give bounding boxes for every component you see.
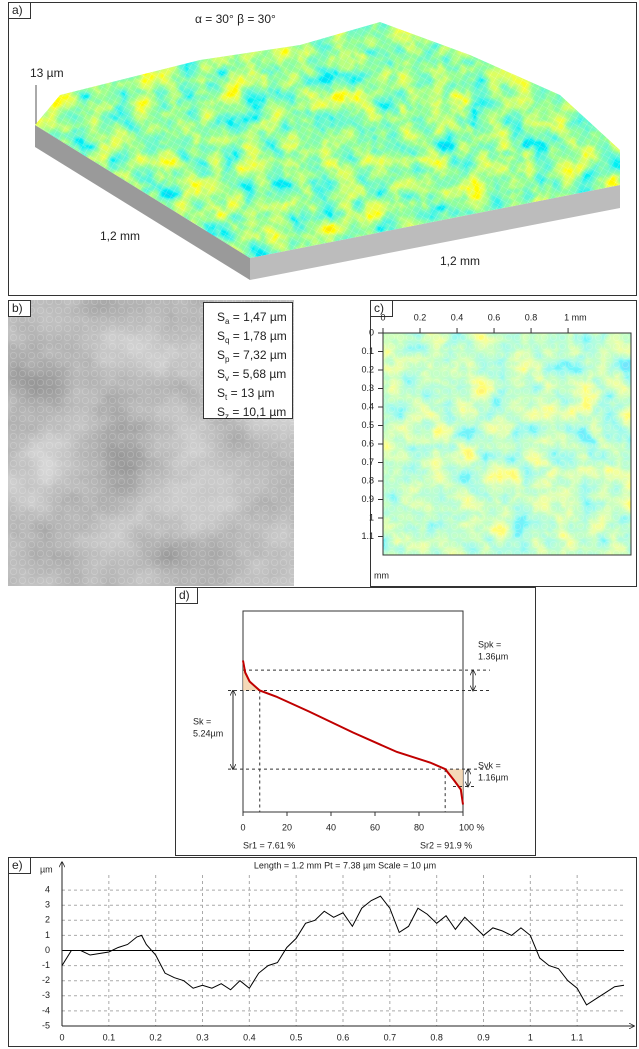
x-tick-label: 0.4 [243,1032,256,1042]
y-tick-label: 0.3 [361,383,374,393]
panel-e: e) Length = 1.2 mm Pt = 7.38 µm Scale = … [9,858,637,1047]
panel-label: a) [12,3,23,17]
x-tick-label: 80 [414,822,424,832]
abbott-curve [243,661,463,805]
y-tick-label: -3 [42,990,50,1000]
x-tick-label: 0.4 [451,312,464,322]
x-tick-label: 0 [59,1032,64,1042]
sk-label: 5.24µm [193,728,223,738]
y-tick-label: 4 [45,884,50,894]
x-tick-label: 100 % [459,822,485,832]
sr2-label: Sr2 = 91.9 % [420,840,472,850]
y-tick-label: -4 [42,1005,50,1015]
y-unit-label: mm [374,570,389,580]
y-tick-label: 0 [369,327,374,337]
panel-label: d) [179,588,190,602]
x-tick-label: 1 mm [564,312,587,322]
x-tick-label: 40 [326,822,336,832]
y-tick-label: 1.1 [361,531,374,541]
y-tick-label: 1 [45,930,50,940]
parameter-value: = 1,47 µm [229,310,286,324]
x-tick-label: 0.6 [488,312,501,322]
panel-label: b) [12,301,23,315]
x-tick-label: 0.3 [196,1032,209,1042]
x-tick-label: 60 [370,822,380,832]
y-tick-label: 0.5 [361,420,374,430]
parameter-value: = 13 µm [227,386,274,400]
parameter-symbol: S [217,405,225,419]
y-tick-label: 2 [45,915,50,925]
view-angles: α = 30° β = 30° [195,12,276,26]
x-tick-label: 1.1 [571,1032,584,1042]
x-tick-label: 0.8 [430,1032,443,1042]
parameter-value: = 7,32 µm [229,348,286,362]
plot-frame [243,611,463,812]
spk-label: Spk = [478,639,501,649]
panel-d: d) Spk = 1.36µm Sk = 5.24µm Svk = 1.16µm Sr1 =… [176,588,536,856]
y-tick-label: -1 [42,960,50,970]
parameter-value: = 5,68 µm [229,367,286,381]
figure: a) α = 30° β = 30° 13 µm 1,2 mm 1,2 mm b… [0,0,639,1049]
sk-label: Sk = [193,716,211,726]
y-tick-label: 3 [45,900,50,910]
y-tick-label: 1 [369,512,374,522]
y-tick-label: 0.6 [361,438,374,448]
x-tick-label: 0.2 [149,1032,162,1042]
y-tick-label: 0 [45,945,50,955]
parameter-symbol: S [217,329,225,343]
x-tick-label: 0.6 [337,1032,350,1042]
parameter-value: = 1,78 µm [229,329,286,343]
y-tick-label: 0.7 [361,457,374,467]
y-tick-label: 0.2 [361,364,374,374]
svk-label: Svk = [478,760,501,770]
x-tick-label: 0.7 [384,1032,397,1042]
peak-area [243,661,260,691]
parameter-symbol: S [217,348,225,362]
y-unit-label: µm [40,864,53,874]
x-tick-label: 0.5 [290,1032,303,1042]
y-tick-label: -2 [42,975,50,985]
x-tick-label: 0 [380,312,385,322]
panel-label: e) [12,858,23,872]
panel-frame [176,588,536,856]
x-tick-label: 0.9 [477,1032,490,1042]
parameter-symbol: S [217,310,225,324]
parameter-symbol: S [217,367,225,381]
contour-lines [383,333,631,555]
y-tick-label: 0.8 [361,475,374,485]
x-tick-label: 0 [240,822,245,832]
y-tick-label: 0.4 [361,401,374,411]
y-tick-label: -5 [42,1020,50,1030]
y-tick-label: 0.1 [361,346,374,356]
x-tick-label: 0.2 [414,312,427,322]
x-tick-label: 0.1 [103,1032,116,1042]
x-tick-label: 20 [282,822,292,832]
y-size-label: 1,2 mm [440,254,480,268]
x-size-label: 1,2 mm [100,229,140,243]
y-tick-label: 0.9 [361,494,374,504]
chart-title: Length = 1.2 mm Pt = 7.38 µm Scale = 10 … [254,860,436,870]
z-scale-label: 13 µm [30,66,64,80]
panel-a: a) α = 30° β = 30° 13 µm 1,2 mm 1,2 mm [9,3,637,296]
x-tick-label: 0.8 [525,312,538,322]
svk-label: 1.16µm [478,772,508,782]
parameter-symbol: S [217,386,225,400]
spk-label: 1.36µm [478,651,508,661]
panel-frame [9,858,637,1047]
sr1-label: Sr1 = 7.61 % [243,840,295,850]
parameter-value: = 10,1 µm [229,405,286,419]
x-tick-label: 1 [528,1032,533,1042]
